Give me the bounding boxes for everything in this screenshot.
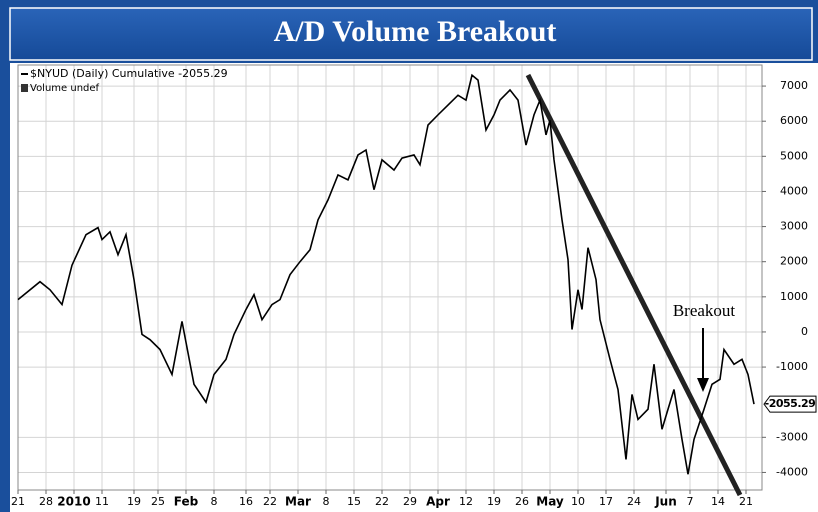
legend-entry: Volume undef	[30, 83, 100, 94]
x-tick-label: Feb	[174, 495, 199, 509]
plot-border	[17, 64, 763, 491]
legend-swatch	[21, 84, 28, 92]
y-tick-label: 7000	[780, 79, 808, 92]
x-tick-label: 22	[263, 495, 277, 508]
x-tick-label: Jun	[654, 495, 677, 509]
y-tick-label: -4000	[776, 465, 808, 478]
arrow-head	[697, 378, 709, 392]
title-banner	[9, 7, 813, 61]
x-tick-label: Apr	[426, 495, 450, 509]
x-tick-label: 8	[211, 495, 218, 508]
x-tick-label: 12	[459, 495, 473, 508]
x-tick-label: 26	[515, 495, 529, 508]
x-tick-label: 15	[347, 495, 361, 508]
y-tick-label: -1000	[776, 360, 808, 373]
y-tick-label: -3000	[776, 430, 808, 443]
y-tick-label: 0	[801, 325, 808, 338]
plot-background	[10, 63, 818, 512]
trend-line	[525, 73, 743, 497]
x-tick-label: 17	[599, 495, 613, 508]
y-tick-label: 5000	[780, 149, 808, 162]
y-tick-label: 3000	[780, 220, 808, 233]
last-value-label: -2055.29	[765, 397, 816, 410]
data-line	[17, 73, 755, 475]
x-tick-label: 28	[39, 495, 53, 508]
x-tick-label: 19	[127, 495, 141, 508]
x-tick-label: May	[536, 495, 564, 509]
x-tick-label: 8	[323, 495, 330, 508]
y-tick-label: 2000	[780, 255, 808, 268]
x-tick-label: 11	[95, 495, 109, 508]
x-tick-label: 25	[151, 495, 165, 508]
x-tick-label: 2010	[57, 495, 90, 509]
x-tick-label: 21	[739, 495, 753, 508]
x-tick-label: 24	[627, 495, 641, 508]
chart-title: A/D Volume Breakout	[274, 15, 557, 48]
last-value-badge	[763, 395, 817, 413]
x-tick-label: 21	[11, 495, 25, 508]
y-tick-label: 6000	[780, 114, 808, 127]
legend-entry: $NYUD (Daily) Cumulative -2055.29	[30, 67, 228, 80]
x-tick-label: Mar	[285, 495, 311, 509]
x-tick-label: 14	[711, 495, 725, 508]
x-tick-label: 19	[487, 495, 501, 508]
x-tick-label: 10	[571, 495, 585, 508]
annotation: Breakout	[673, 301, 736, 320]
x-tick-label: 7	[687, 495, 694, 508]
x-tick-label: 16	[239, 495, 253, 508]
y-tick-label: 4000	[780, 184, 808, 197]
x-tick-label: 29	[403, 495, 417, 508]
y-tick-label: 1000	[780, 290, 808, 303]
x-tick-label: 22	[375, 495, 389, 508]
